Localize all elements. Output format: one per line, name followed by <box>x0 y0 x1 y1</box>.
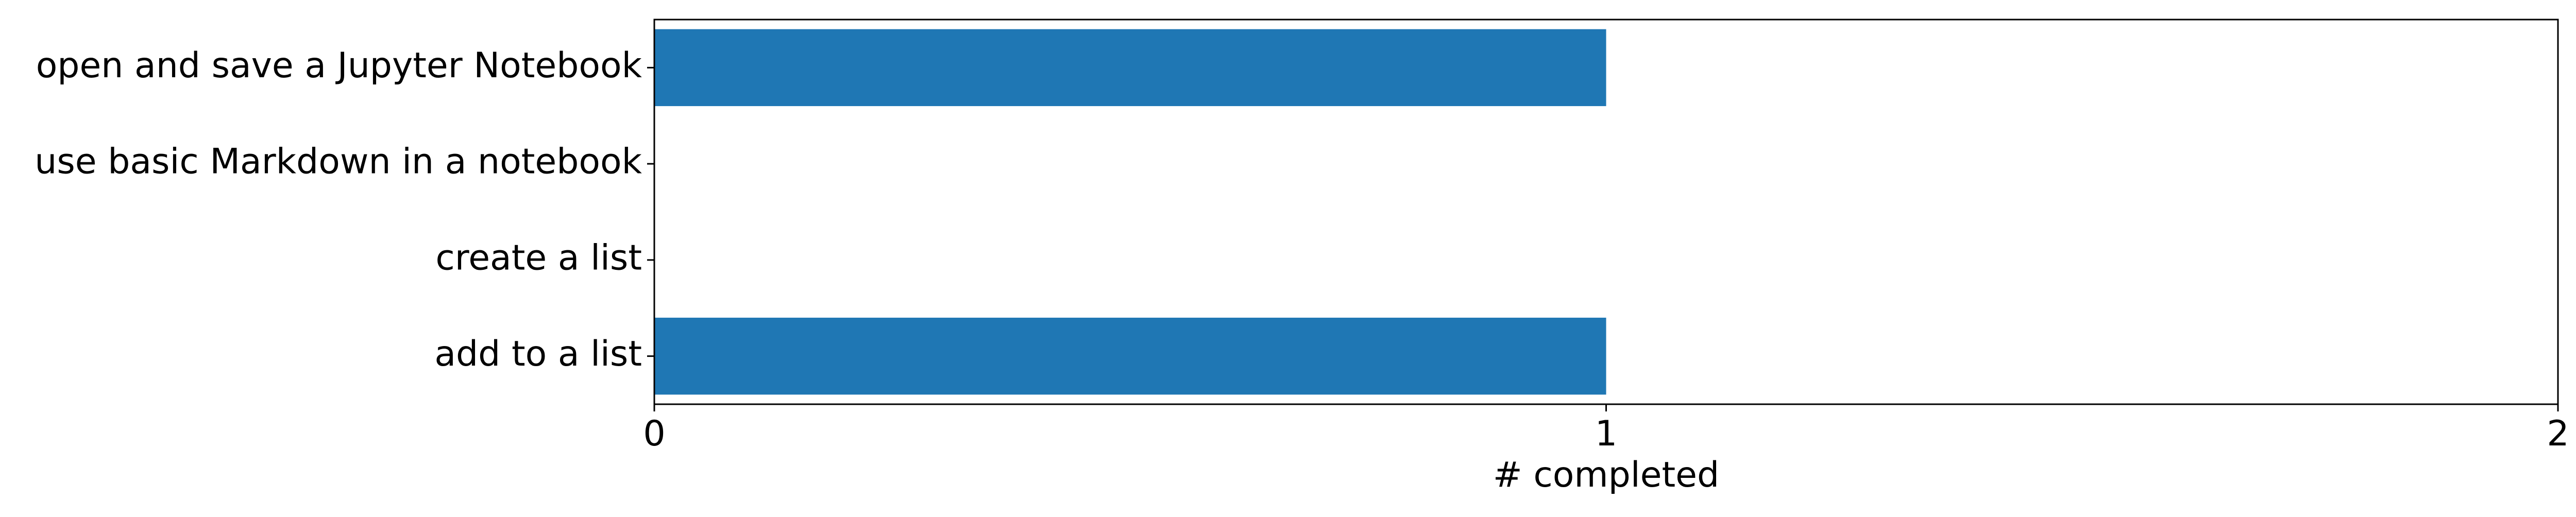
labels-layer: # completed open and save a Jupyter Note… <box>35 45 2569 495</box>
x-tick-label-1: 1 <box>1595 413 1617 454</box>
y-tick-label-1: use basic Markdown in a notebook <box>35 142 642 182</box>
y-tick-label-0: open and save a Jupyter Notebook <box>36 45 642 86</box>
axes-layer <box>647 19 2559 411</box>
x-tick-label-2: 2 <box>2547 413 2569 454</box>
bar-3 <box>654 317 1606 395</box>
y-tick-label-2: create a list <box>435 237 642 278</box>
bar-0 <box>654 29 1606 107</box>
y-tick-label-3: add to a list <box>434 334 642 374</box>
bars-layer <box>654 29 1606 395</box>
x-axis-label: # completed <box>1493 455 1719 495</box>
x-tick-label-0: 0 <box>643 413 665 454</box>
